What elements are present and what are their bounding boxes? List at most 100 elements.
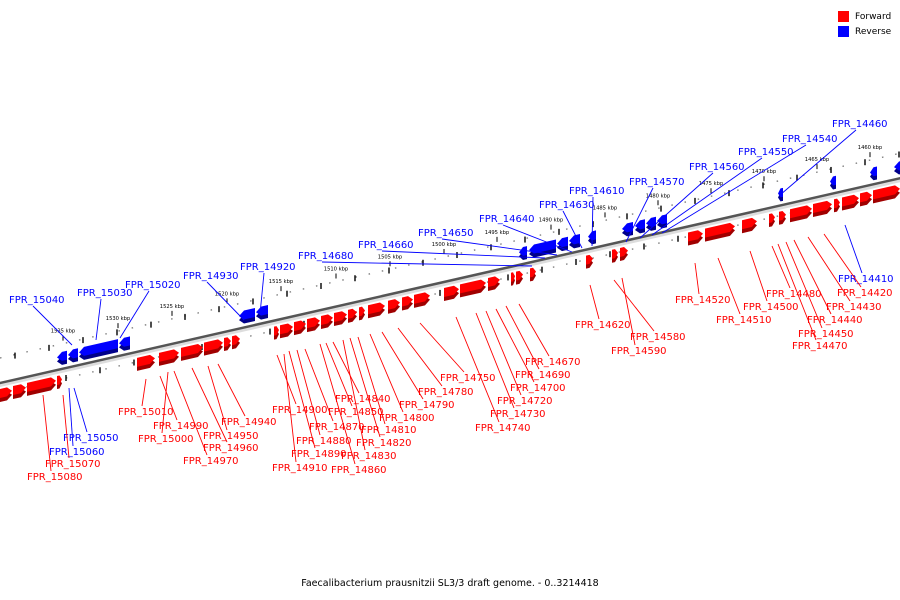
forward-gene (842, 194, 859, 211)
forward-gene (0, 387, 12, 402)
gene-label: FPR_14800 (379, 413, 435, 424)
reverse-gene (68, 348, 78, 363)
scale-tick-label: 1510 kbp (324, 267, 349, 273)
gene-label: FPR_14650 (418, 228, 474, 239)
gene-leader-line (749, 250, 768, 302)
gene-label: FPR_15010 (118, 407, 174, 418)
forward-gene (402, 296, 413, 311)
legend: Forward Reverse (838, 9, 891, 39)
gene-leader-line (591, 196, 594, 247)
gene-label: FPR_14620 (575, 320, 631, 331)
forward-gene (516, 270, 523, 285)
gene-leader-line (518, 303, 550, 357)
forward-gene (321, 314, 333, 329)
gene-label: FPR_14730 (490, 409, 546, 420)
scale-tick-label: 1490 kbp (539, 218, 564, 224)
reverse-gene (519, 246, 527, 261)
forward-gene (460, 279, 486, 298)
gene-label: FPR_14420 (837, 288, 893, 299)
gene-leader-line (562, 210, 583, 249)
gene-leader-line (206, 281, 245, 321)
gene-label: FPR_14820 (356, 438, 412, 449)
reverse-gene (830, 175, 836, 190)
gene-label: FPR_14990 (153, 421, 209, 432)
gene-leader-line (495, 308, 535, 383)
forward-gene (834, 198, 840, 213)
reverse-gene (79, 339, 118, 360)
gene-leader-line (304, 348, 334, 422)
forward-gene (307, 317, 320, 333)
reverse-gene (239, 307, 255, 324)
scale-tick-label: 1515 kbp (269, 279, 294, 285)
gene-label: FPR_14680 (298, 251, 354, 262)
reverse-gene (622, 221, 633, 237)
forward-gene (742, 217, 757, 234)
legend-forward-label: Forward (855, 11, 892, 22)
reverse-gene (557, 236, 568, 252)
forward-swatch (838, 11, 849, 22)
gene-label: FPR_14890 (291, 449, 347, 460)
gene-label: FPR_14410 (838, 274, 894, 285)
forward-gene (280, 323, 293, 339)
gene-label: FPR_14910 (272, 463, 328, 474)
forward-gene (159, 349, 179, 366)
gene-label: FPR_15060 (49, 447, 105, 458)
gene-leader-line (42, 394, 52, 472)
gene-label: FPR_14500 (743, 302, 799, 313)
gene-leader-line (173, 370, 208, 456)
gene-leader-line (717, 257, 741, 315)
gene-label: FPR_14840 (335, 394, 391, 405)
forward-gene (137, 354, 155, 371)
forward-gene (181, 343, 203, 361)
gene-label: FPR_14720 (497, 396, 553, 407)
gene-label: FPR_14520 (675, 295, 731, 306)
forward-gene (414, 292, 430, 308)
gene-label: FPR_14810 (361, 425, 417, 436)
forward-gene (274, 326, 279, 340)
reverse-gene (529, 239, 556, 258)
legend-forward: Forward (838, 9, 891, 24)
gene-leader-line (191, 367, 228, 443)
forward-gene (57, 375, 62, 390)
gene-label: FPR_14450 (798, 329, 854, 340)
gene-leader-line (288, 350, 316, 449)
forward-gene (860, 191, 872, 207)
gene-leader-line (807, 236, 851, 302)
scale-tick-label: 1530 kbp (106, 316, 131, 322)
scale-tick-label: 1525 kbp (160, 304, 185, 310)
gene-label: FPR_14790 (399, 400, 455, 411)
scale-tick-label: 1495 kbp (485, 230, 510, 236)
gene-leader-line (793, 239, 832, 315)
gene-leader-line (319, 343, 356, 465)
forward-gene (13, 384, 26, 400)
gene-leader-line (589, 284, 600, 320)
gene-label: FPR_14540 (782, 134, 838, 145)
gene-label: FPR_14570 (629, 177, 685, 188)
gene-leader-line (217, 363, 246, 417)
gene-label: FPR_14920 (240, 262, 296, 273)
gene-leader-line (621, 277, 636, 346)
gene-label: FPR_14510 (716, 315, 772, 326)
gene-label: FPR_14460 (832, 119, 888, 130)
gene-labels: FPR_15040FPR_15030FPR_15020FPR_14930FPR_… (9, 119, 894, 483)
gene-label: FPR_15050 (63, 433, 119, 444)
gene-label: FPR_14700 (510, 383, 566, 394)
gene-leader-line (475, 312, 515, 409)
gene-label: FPR_14830 (341, 451, 397, 462)
gene-label: FPR_15070 (45, 459, 101, 470)
forward-gene (224, 337, 231, 352)
reverse-gene (569, 234, 580, 249)
gene-leader-line (625, 187, 654, 243)
forward-gene (359, 306, 365, 321)
gene-leader-line (161, 371, 169, 434)
gene-label: FPR_14580 (630, 332, 686, 343)
gene-leader-line (651, 157, 763, 236)
forward-gene (586, 254, 593, 269)
forward-gene (388, 299, 400, 314)
forward-gene (620, 247, 628, 261)
scale-ticks: 1535 kbp 1530 kbp 1525 kbp 1520 kbp 1515 kbp… (51, 145, 883, 341)
genome-caption: Faecalibacterium prausnitzii SL3/3 draft… (301, 578, 599, 589)
reverse-gene (256, 305, 268, 320)
